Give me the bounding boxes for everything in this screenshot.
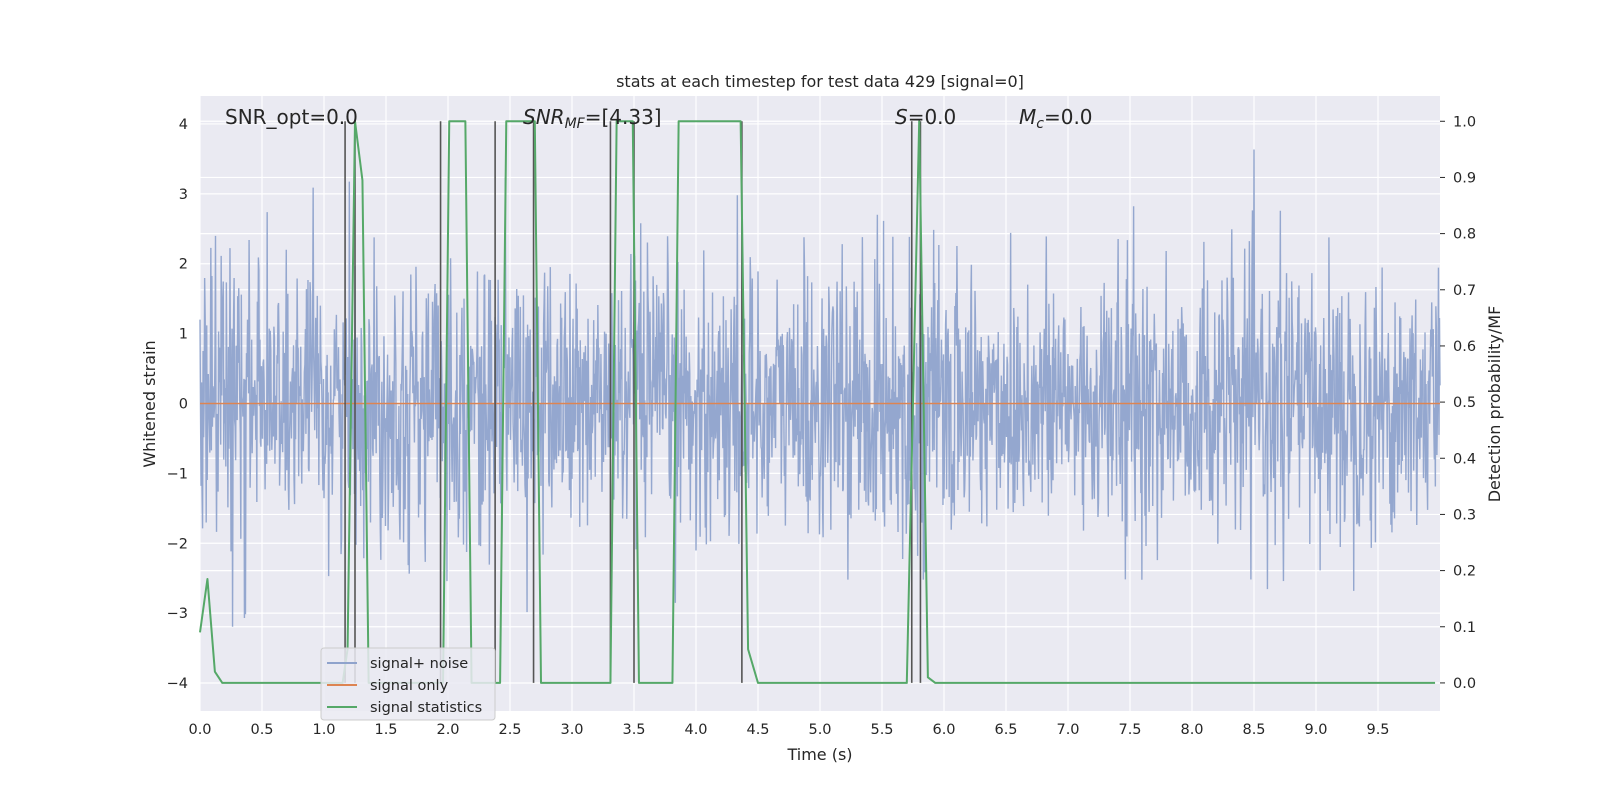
x-tick-label: 9.0 <box>1304 722 1327 738</box>
x-tick-label: 7.0 <box>1056 722 1079 738</box>
x-tick-label: 6.0 <box>932 722 955 738</box>
x-tick-label: 7.5 <box>1118 722 1141 738</box>
x-tick-label: 3.5 <box>622 722 645 738</box>
annotation-s-value: =0.0 <box>908 105 957 129</box>
y-right-tick-labels: 1.0 0.9 0.8 0.7 0.6 0.5 0.4 0.3 0.2 0.1 0.0 <box>1440 114 1476 692</box>
annotation-s: S=0.0 <box>895 105 956 129</box>
x-tick-label: 2.5 <box>498 722 521 738</box>
x-tick-label: 5.5 <box>870 722 893 738</box>
annotation-mc-value: =0.0 <box>1044 105 1093 129</box>
y-right-tick-label: 0.5 <box>1453 395 1476 411</box>
y-left-tick-label: 2 <box>179 257 188 273</box>
x-tick-label: 0.0 <box>188 722 211 738</box>
annotation-snr-mf-main: SNR <box>523 105 565 129</box>
legend-label-signal-noise: signal+ noise <box>370 656 468 672</box>
x-tick-label: 5.0 <box>808 722 831 738</box>
annotation-mc-main: M <box>1019 105 1036 129</box>
y-right-tick-label: 0.6 <box>1453 339 1476 355</box>
annotation-snr-mf: SNRMF=[4.33] <box>523 105 662 132</box>
y-right-tick-label: 0.8 <box>1453 227 1476 243</box>
legend-box <box>320 647 496 721</box>
legend-label-signal-statistics: signal statistics <box>370 700 482 716</box>
x-tick-label: 9.5 <box>1366 722 1389 738</box>
annotation-mc: Mc=0.0 <box>1019 105 1093 132</box>
x-tick-label: 6.5 <box>994 722 1017 738</box>
y-right-tick-label: 1.0 <box>1453 114 1476 130</box>
annotation-snr-mf-value: =[4.33] <box>585 105 662 129</box>
noise-layer <box>199 149 1441 627</box>
legend: signal+ noise signal only signal statist… <box>320 647 496 721</box>
annotation-snr-mf-sub: MF <box>565 116 586 132</box>
y-left-axis-label: Whitened strain <box>140 340 159 467</box>
y-right-axis-label: Detection probability/MF <box>1485 306 1504 503</box>
y-right-tick-label: 0.7 <box>1453 283 1476 299</box>
y-left-tick-label: −2 <box>167 536 188 552</box>
x-tick-label: 4.0 <box>684 722 707 738</box>
annotation-s-main: S <box>895 105 908 129</box>
series-signal-noise-line <box>199 149 1441 627</box>
x-tick-label: 1.5 <box>374 722 397 738</box>
y-left-tick-label: −3 <box>167 606 188 622</box>
y-right-tick-label: 0.3 <box>1453 507 1476 523</box>
x-tick-label: 8.5 <box>1242 722 1265 738</box>
y-right-tick-label: 0.9 <box>1453 170 1476 186</box>
x-tick-label: 8.0 <box>1180 722 1203 738</box>
y-left-tick-label: 0 <box>179 397 188 413</box>
x-axis-label: Time (s) <box>786 745 852 764</box>
y-left-tick-labels: 4 3 2 1 0 −1 −2 −3 −4 <box>167 117 188 692</box>
y-right-tick-label: 0.0 <box>1453 676 1476 692</box>
y-left-tick-label: 3 <box>179 187 188 203</box>
y-right-tick-label: 0.2 <box>1453 564 1476 580</box>
chart-title: stats at each timestep for test data 429… <box>616 72 1024 91</box>
legend-label-signal-only: signal only <box>370 678 449 694</box>
x-tick-label: 0.5 <box>250 722 273 738</box>
y-left-tick-label: 1 <box>179 327 188 343</box>
annotation-snr-opt: SNR_opt=0.0 <box>225 105 358 129</box>
x-tick-label: 4.5 <box>746 722 769 738</box>
y-right-tick-label: 0.4 <box>1453 451 1476 467</box>
annotation-mc-sub: c <box>1036 116 1044 132</box>
x-tick-label: 2.0 <box>436 722 459 738</box>
x-tick-label: 3.0 <box>560 722 583 738</box>
y-left-tick-label: 4 <box>179 117 188 133</box>
x-tick-label: 1.0 <box>312 722 335 738</box>
y-right-tick-label: 0.1 <box>1453 620 1476 636</box>
x-tick-labels: 0.0 0.5 1.0 1.5 2.0 2.5 3.0 3.5 4.0 4.5 5.0 5.5 6.0 6… <box>188 722 1389 738</box>
y-left-tick-label: −1 <box>167 466 188 482</box>
y-left-tick-label: −4 <box>167 676 188 692</box>
